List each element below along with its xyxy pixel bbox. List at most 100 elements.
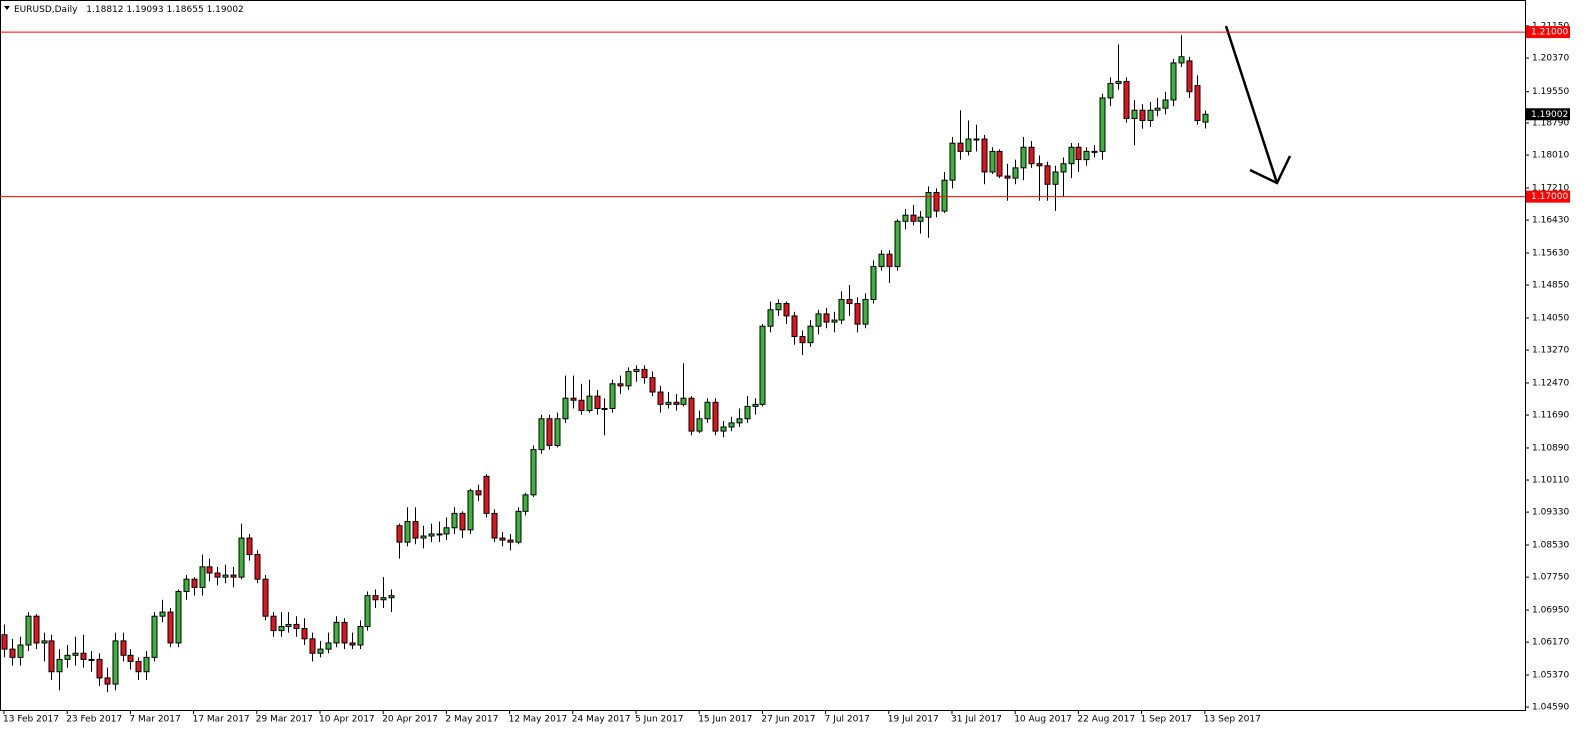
level-label: 1.21000 — [1531, 28, 1568, 38]
level-tag — [1526, 190, 1570, 203]
candle-body — [1068, 146, 1075, 165]
candle-body — [443, 527, 450, 535]
candle-body — [712, 401, 719, 432]
candle-body — [996, 150, 1003, 177]
x-tick-label: 27 Jun 2017 — [761, 715, 815, 725]
candle-body — [791, 315, 798, 337]
candle-body — [601, 407, 608, 410]
candle-body — [175, 591, 182, 644]
candle-body — [831, 319, 838, 323]
symbol: EURUSD,Daily — [14, 5, 78, 15]
candle-body — [578, 399, 585, 412]
x-tick-label: 13 Sep 2017 — [1204, 715, 1261, 725]
candle-body — [649, 377, 656, 393]
candle-body — [507, 539, 514, 543]
x-tick-label: 19 Jul 2017 — [888, 715, 939, 725]
candle-body — [104, 677, 111, 685]
candle-body — [80, 652, 87, 660]
candle-body — [775, 303, 782, 311]
header-triangle — [4, 6, 10, 10]
candle-body — [230, 574, 237, 578]
candle-body — [981, 138, 988, 173]
candle-body — [309, 638, 316, 654]
candle-body — [562, 397, 569, 420]
candle-body — [17, 644, 24, 658]
candle-body — [933, 192, 940, 212]
candle-body — [886, 253, 893, 268]
y-tick-label: 1.07750 — [1532, 573, 1569, 583]
candle-body — [783, 303, 790, 317]
level-tag — [1526, 26, 1570, 39]
candle-body — [1170, 62, 1177, 101]
candle-body — [246, 537, 253, 556]
candle-body — [491, 512, 498, 539]
y-tick-label: 1.17210 — [1532, 183, 1569, 193]
candle-body — [1004, 175, 1011, 179]
x-tick-label: 7 Jul 2017 — [825, 715, 870, 725]
candle-body — [396, 525, 403, 543]
candle-body — [846, 298, 853, 305]
candle-body — [633, 368, 640, 372]
last-low: 1.18655 — [166, 5, 203, 15]
x-tick-label: 7 Mar 2017 — [129, 715, 180, 725]
last-open: 1.18812 — [86, 5, 123, 15]
candle-body — [925, 192, 932, 218]
x-tick-label: 29 Mar 2017 — [256, 715, 313, 725]
candle-body — [586, 395, 593, 412]
candle-body — [570, 397, 577, 401]
candle-body — [127, 654, 134, 662]
x-tick-label: 22 Aug 2017 — [1077, 715, 1135, 725]
candle-body — [720, 426, 727, 432]
candle-body — [941, 179, 948, 212]
candle-body — [96, 658, 103, 679]
candle-body — [72, 652, 79, 656]
candle-body — [522, 494, 529, 512]
y-tick-label: 1.09330 — [1532, 508, 1569, 518]
candle-body — [1178, 56, 1185, 64]
candle-body — [301, 628, 308, 640]
candle-body — [1, 634, 8, 650]
candle-body — [333, 621, 340, 644]
candle-body — [412, 521, 419, 539]
candle-body — [380, 597, 387, 601]
candle-body — [989, 150, 996, 173]
last-close: 1.19002 — [207, 5, 244, 15]
candle-body — [285, 623, 292, 627]
y-tick-label: 1.06950 — [1532, 606, 1569, 616]
x-tick-label: 5 Jun 2017 — [635, 715, 683, 725]
candle-body — [878, 253, 885, 268]
candle-body — [894, 220, 901, 268]
candle-body — [317, 648, 324, 654]
x-tick-label: 10 Apr 2017 — [319, 715, 375, 725]
candle-body — [1147, 109, 1154, 122]
candle-body — [736, 418, 743, 424]
y-tick-label: 1.11690 — [1532, 411, 1569, 421]
y-tick-label: 1.16430 — [1532, 216, 1569, 226]
candle-body — [9, 648, 16, 658]
x-tick-label: 13 Feb 2017 — [3, 715, 59, 725]
candle-body — [696, 418, 703, 432]
header: EURUSD,Daily 1.18812 1.19093 1.18655 1.1… — [14, 5, 244, 15]
candle-body — [293, 623, 300, 630]
candle-body — [665, 401, 672, 405]
y-tick-label: 1.18790 — [1532, 118, 1569, 128]
candle-body — [1107, 83, 1114, 99]
price-label: 1.19002 — [1531, 110, 1568, 120]
candle-body — [467, 490, 474, 531]
candle-body — [475, 490, 482, 496]
candle-body — [48, 640, 55, 673]
y-tick-label: 1.12470 — [1532, 378, 1569, 388]
candle-body — [767, 309, 774, 327]
candle-body — [25, 615, 32, 646]
candle-body — [744, 405, 751, 420]
candle-body — [902, 214, 909, 222]
candle-body — [688, 397, 695, 432]
candle-body — [854, 303, 861, 325]
x-tick-label: 17 Mar 2017 — [193, 715, 250, 725]
candle-body — [1131, 109, 1138, 119]
candle-body — [910, 214, 917, 222]
candle-body — [515, 510, 522, 543]
candle-body — [973, 138, 980, 141]
candle-body — [673, 401, 680, 405]
